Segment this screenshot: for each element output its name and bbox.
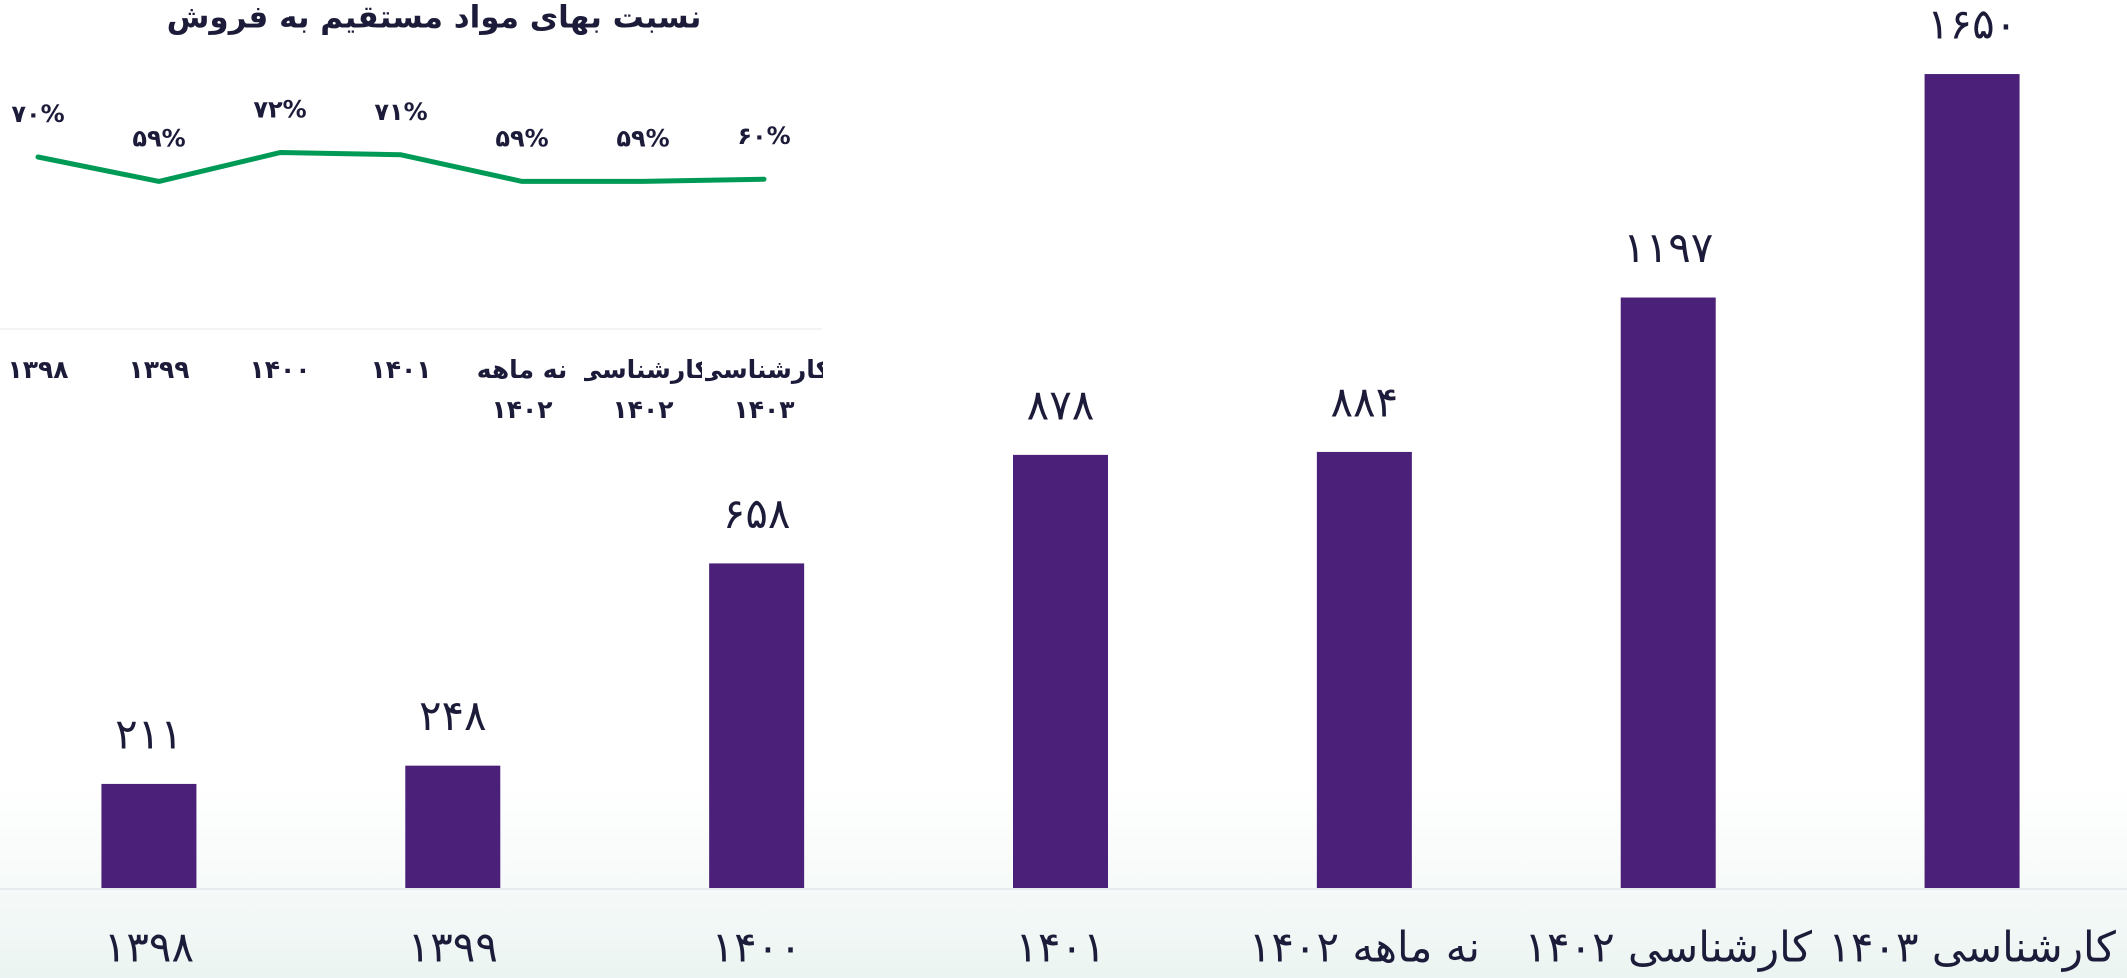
bar [1317, 452, 1412, 888]
value-label: ۶۰% [737, 122, 790, 150]
x-tick-label: ۱۴۰۱ [342, 350, 460, 440]
x-tick-label: کارشناسی ۱۴۰۳ [1828, 923, 2116, 972]
chart: نسبت بهای مواد مستقیم به فروش ۲۱۱ ۱۳۹۸ ۲۴۸… [0, 0, 2127, 978]
value-label: ۵۹% [132, 124, 185, 152]
x-tick-label: ۱۳۹۹ [100, 350, 218, 440]
bar [101, 784, 196, 888]
bar [1013, 455, 1108, 888]
x-tick-label: ۱۳۹۸ [0, 350, 97, 440]
x-tick-label: ۱۴۰۰ [712, 923, 802, 972]
x-tick-label: ۱۳۹۸ [104, 923, 194, 972]
x-tick-label: نه ماهه ۱۴۰۲ [1249, 923, 1480, 972]
x-tick-label-box: ۱۳۹۸ [0, 350, 97, 440]
x-tick-label: کارشناسی ۱۴۰۳ [705, 350, 823, 440]
x-tick-label-box: کارشناسی ۱۴۰۳ [705, 350, 823, 440]
x-tick-label-box: نه ماهه ۱۴۰۲ [463, 350, 581, 440]
bar [1925, 74, 2020, 888]
value-label: ۵۹% [616, 124, 669, 152]
x-tick-label: کارشناسی ۱۴۰۲ [1524, 923, 1812, 972]
page: {"chart_data": [ {"type": "bar", "catego… [0, 0, 2127, 978]
bar [405, 766, 500, 888]
line [38, 153, 764, 182]
value-label: ۷۱% [374, 98, 427, 126]
x-tick-label-box: ۱۳۹۹ [100, 350, 218, 440]
value-label: ۸۷۸ [1027, 380, 1095, 429]
value-label: ۸۸۴ [1331, 377, 1399, 426]
bar [709, 563, 804, 888]
value-label: ۱۶۵۰ [1927, 0, 2017, 49]
value-label: ۱۱۹۷ [1623, 223, 1713, 272]
x-tick-label: نه ماهه ۱۴۰۲ [463, 350, 581, 440]
value-label: ۲۴۸ [419, 691, 487, 740]
x-tick-label-box: ۱۴۰۰ [221, 350, 339, 440]
bar [1621, 298, 1716, 888]
x-tick-label: ۱۳۹۹ [408, 923, 498, 972]
value-label: ۷۰% [11, 100, 64, 128]
x-tick-label-box: کارشناسی ۱۴۰۲ [584, 350, 702, 440]
inset-title: نسبت بهای مواد مستقیم به فروش [167, 0, 702, 36]
x-tick-label: ۱۴۰۱ [1015, 923, 1105, 972]
value-label: ۲۱۱ [115, 709, 183, 758]
x-tick-label-box: ۱۴۰۱ [342, 350, 460, 440]
value-label: ۷۲% [253, 96, 306, 124]
x-tick-label: ۱۴۰۰ [221, 350, 339, 440]
value-label: ۵۹% [495, 124, 548, 152]
x-tick-label: کارشناسی ۱۴۰۲ [584, 350, 702, 440]
value-label: ۶۵۸ [723, 489, 791, 538]
